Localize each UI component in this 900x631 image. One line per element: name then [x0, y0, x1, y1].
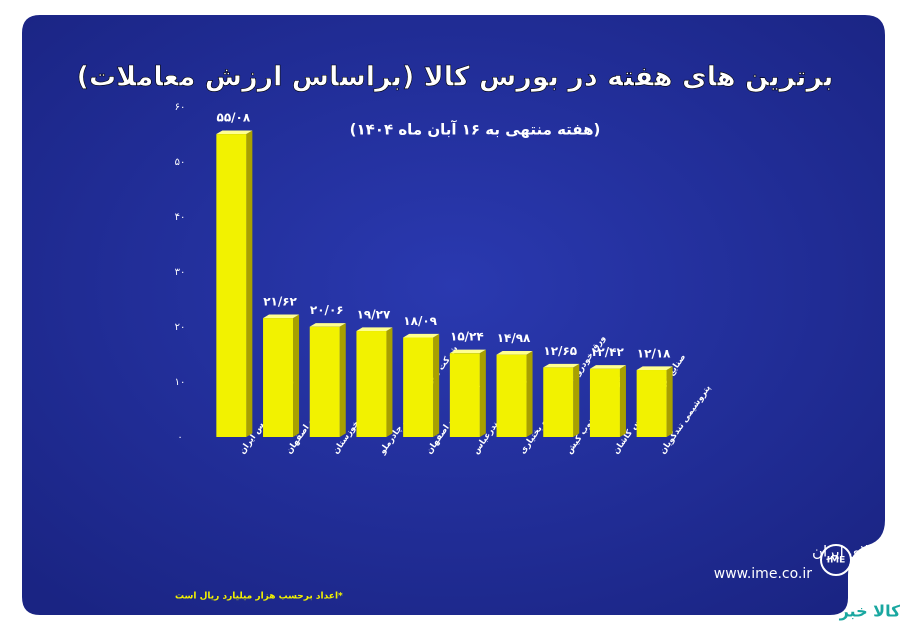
- bar-top: [356, 327, 393, 332]
- chart-subtitle: (هفته منتهی به ۱۶ آبان ماه ۱۴۰۴): [350, 121, 601, 139]
- bar-side: [433, 333, 440, 437]
- y-tick-label: ۲۰: [175, 322, 186, 333]
- bar: [216, 134, 247, 437]
- bar: [589, 368, 620, 437]
- bar-top: [636, 366, 673, 371]
- y-tick-label: ۱۰: [175, 377, 186, 388]
- y-tick-label: ۶۰: [175, 102, 186, 113]
- value-label: ۱۹/۲۷: [357, 308, 391, 322]
- bar-side: [293, 314, 300, 437]
- bar: [543, 367, 574, 437]
- panel: [22, 15, 885, 615]
- value-label: ۱۲/۶۵: [543, 344, 577, 358]
- y-tick-label: ۳۰: [175, 267, 186, 278]
- bar: [403, 337, 434, 437]
- bar-side: [526, 351, 533, 437]
- logo-name: بورس کالای ایران: [812, 543, 900, 561]
- value-label: ۱۲/۱۸: [637, 347, 671, 361]
- bar-side: [619, 365, 626, 437]
- value-label: ۲۱/۶۲: [263, 295, 297, 309]
- value-label: ۲۰/۰۶: [310, 303, 344, 317]
- bar-side: [246, 130, 253, 437]
- bar-top: [216, 130, 253, 135]
- bar: [496, 354, 527, 437]
- bar-top: [309, 323, 346, 327]
- bar-top: [449, 349, 486, 354]
- value-label: ۵۵/۰۸: [217, 111, 251, 125]
- bar-top: [543, 363, 580, 368]
- bar-side: [666, 366, 673, 437]
- bar-top: [263, 314, 300, 319]
- bar: [636, 370, 667, 437]
- bar-side: [386, 327, 393, 438]
- value-label: ۱۸/۰۹: [403, 314, 437, 328]
- bar: [263, 318, 294, 437]
- bar-top: [589, 365, 626, 369]
- y-tick-label: ۴۰: [175, 212, 186, 223]
- bar-top: [403, 333, 440, 338]
- y-tick-label: ۵۰: [175, 157, 186, 168]
- value-label: ۱۵/۲۴: [450, 330, 484, 344]
- value-label: ۱۲/۴۲: [590, 345, 624, 359]
- y-tick-label: ۰: [177, 432, 182, 443]
- bar: [356, 331, 387, 437]
- footnote: *اعداد برحسب هزار میلیارد ریال است: [175, 592, 343, 602]
- chart-title: برترین های هفته در بورس کالا (براساس ارز…: [77, 62, 834, 93]
- value-label: ۱۴/۹۸: [497, 331, 531, 345]
- logo-icon-text: IME: [827, 556, 845, 566]
- logo-icon: [820, 544, 852, 576]
- logo-url: www.ime.co.ir: [714, 566, 812, 582]
- watermark: کالا خبر: [839, 602, 900, 621]
- bar-top: [496, 351, 533, 355]
- bar-side: [573, 363, 580, 437]
- bar: [449, 353, 480, 437]
- bar: [309, 326, 340, 437]
- bar-side: [479, 349, 486, 437]
- bar-side: [339, 323, 346, 438]
